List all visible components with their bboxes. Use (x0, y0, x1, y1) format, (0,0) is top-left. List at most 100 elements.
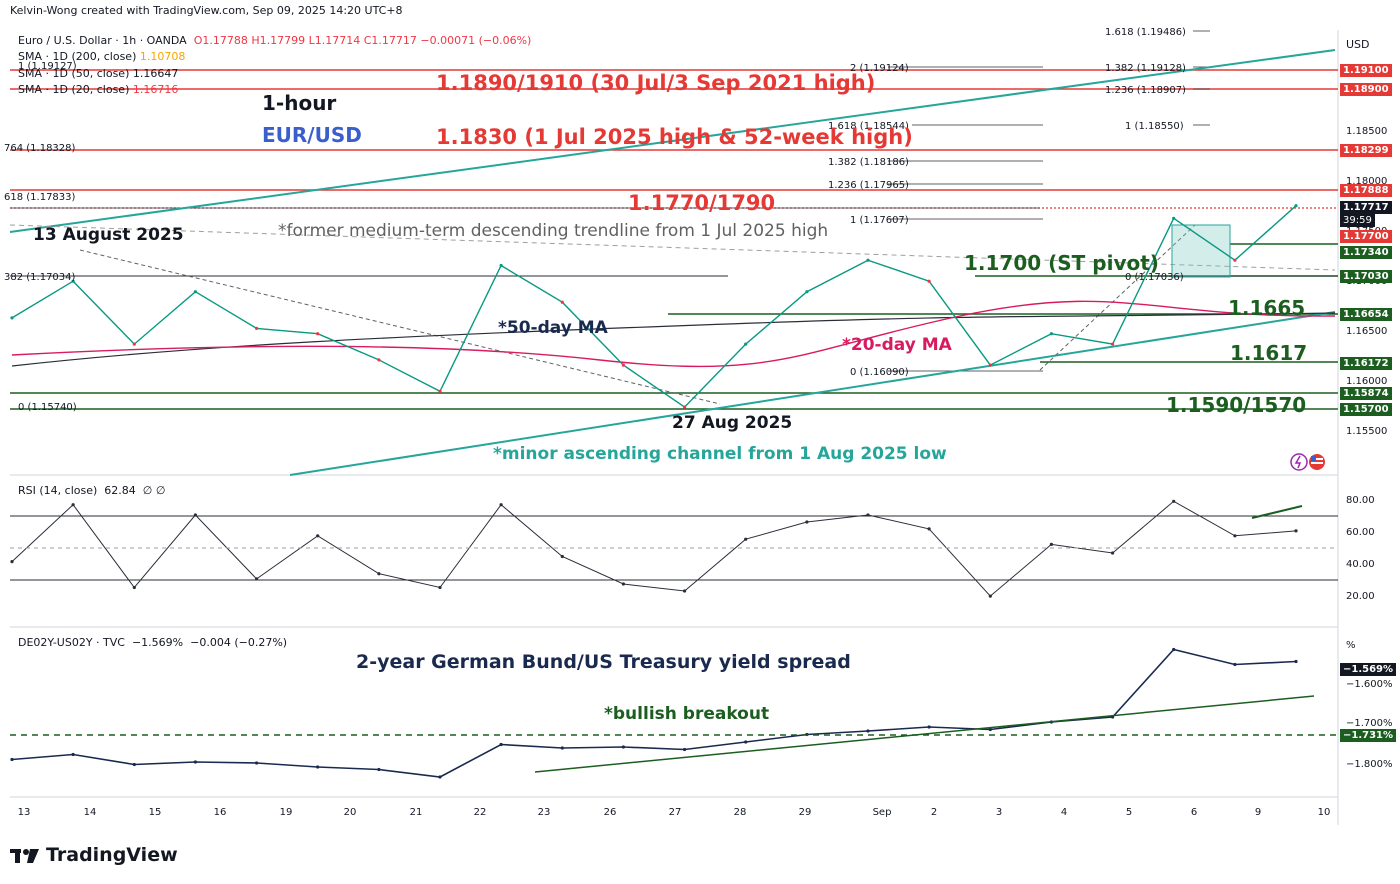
indicator-icons[interactable] (1290, 453, 1325, 471)
rsi-point (1294, 529, 1298, 533)
rsi-axis: 80.00 60.00 40.00 20.00 (1346, 495, 1375, 602)
sma20-value: 1.16716 (132, 83, 179, 96)
price-badge: 1.17717 (1340, 201, 1392, 214)
brand-name: TradingView (46, 844, 178, 866)
time-tick: 26 (604, 807, 617, 818)
price-point (1294, 204, 1298, 208)
rsi-tick: 40.00 (1346, 559, 1375, 570)
spread-point (1233, 662, 1237, 667)
rsi-point (316, 534, 320, 538)
ma50-note: *50-day MA (498, 318, 609, 338)
time-tick: 3 (996, 807, 1002, 818)
price-badge: 1.16172 (1340, 357, 1392, 370)
resistance-1770-label: 1.1770/1790 (628, 191, 775, 215)
minor-trend-dashed (79, 249, 721, 405)
time-tick: 28 (734, 807, 747, 818)
trendline-note: *former medium-term descending trendline… (278, 221, 828, 241)
rsi-trendline (1251, 505, 1303, 519)
rsi-label: RSI (14, close) (18, 484, 98, 497)
fib-label: 0 (1.15740) (18, 402, 77, 413)
price-point (438, 389, 442, 393)
fib-label: 1 (1.18550) (1125, 121, 1184, 132)
support-1590-label: 1.1590/1570 (1166, 393, 1306, 417)
spread-title: 2-year German Bund/US Treasury yield spr… (356, 651, 851, 673)
time-tick: 27 (669, 807, 682, 818)
spread-point (71, 752, 75, 757)
fib-lines (888, 30, 1338, 372)
spread-point (1294, 659, 1298, 664)
sma200-value: 1.10708 (139, 50, 186, 63)
spread-point (683, 747, 687, 752)
rsi-point (1111, 551, 1115, 555)
title-pair: EUR/USD (262, 123, 362, 147)
time-tick: 5 (1126, 807, 1132, 818)
tradingview-logo[interactable]: TradingView (10, 844, 178, 866)
fib-label: 1 (1.19127) (18, 61, 77, 72)
countdown-badge: 39:59 (1340, 214, 1375, 227)
scale-settings-icon[interactable] (1346, 788, 1382, 810)
rsi-point (71, 503, 75, 507)
currency-label: USD (1346, 38, 1370, 51)
spread-legend: DE02Y-US02Y · TVC −1.569% −0.004 (−0.27%… (18, 636, 287, 649)
spread-point (1172, 647, 1176, 652)
ma50-line (11, 312, 1336, 367)
rsi-tick: 20.00 (1346, 591, 1375, 602)
price-badge: 1.16654 (1340, 308, 1392, 321)
rsi-point (132, 585, 136, 590)
fib-label: 1.382 (1.18186) (828, 157, 909, 168)
time-tick: 20 (344, 807, 357, 818)
price-tick: 1.16500 (1346, 326, 1387, 337)
spread-point (438, 775, 442, 779)
time-tick: 9 (1255, 807, 1261, 818)
sma50-value: 1.16647 (132, 67, 179, 80)
ma20-note: *20-day MA (842, 335, 953, 355)
spread-point (193, 760, 197, 764)
fib-label: 764 (1.18328) (4, 143, 76, 154)
spread-point (132, 762, 136, 767)
rsi-legend: RSI (14, close) 62.84 ∅ ∅ (18, 484, 165, 497)
symbol-name: Euro / U.S. Dollar · 1h · OANDA (18, 34, 187, 47)
rsi-tick: 60.00 (1346, 527, 1375, 538)
bolt-icon[interactable] (1290, 453, 1308, 471)
ohlc-values: O1.17788 H1.17799 L1.17714 C1.17717 −0.0… (193, 34, 532, 47)
spread-point (988, 727, 992, 732)
spread-point (499, 742, 503, 747)
price-point (71, 279, 75, 283)
price-badge: 1.15700 (1340, 403, 1392, 416)
price-point (805, 290, 809, 294)
price-tick: 1.15500 (1346, 426, 1387, 437)
price-point (193, 290, 197, 294)
price-point (744, 342, 748, 346)
spread-tick: −1.800% (1346, 759, 1393, 770)
rsi-series-line (11, 500, 1297, 597)
fib-label: 0 (1.16090) (850, 367, 909, 378)
rsi-point (438, 585, 442, 590)
spread-point (255, 761, 259, 765)
price-badge: 1.15874 (1340, 387, 1392, 400)
spread-point (377, 767, 381, 772)
time-tick: 10 (1318, 807, 1331, 818)
descending-trendline (9, 224, 1336, 271)
resistance-1830-label: 1.1830 (1 Jul 2025 high & 52-week high) (436, 125, 913, 149)
spread-point (744, 740, 748, 744)
spread-series-line (11, 648, 1297, 778)
price-point (560, 300, 564, 304)
channel-note: *minor ascending channel from 1 Aug 2025… (493, 444, 947, 464)
price-tick: 1.18500 (1346, 126, 1387, 137)
pivot-label: 1.1700 (ST pivot) (964, 251, 1159, 275)
time-tick: 4 (1061, 807, 1067, 818)
price-tick: 1.18000 (1346, 176, 1387, 187)
spread-change: −0.004 (−0.27%) (190, 636, 288, 649)
date-27aug-label: 27 Aug 2025 (672, 413, 792, 433)
sma50-label: SMA · 1D (50, close) (18, 67, 130, 80)
price-badge: 1.17340 (1340, 246, 1392, 259)
time-tick: 16 (214, 807, 227, 818)
rsi-value: 62.84 (104, 484, 136, 497)
spread-point (621, 745, 626, 749)
fib-label: 2 (1.19124) (850, 63, 909, 74)
time-tick: 22 (474, 807, 487, 818)
support-1665-label: 1.1665 (1228, 296, 1305, 320)
breakout-note: *bullish breakout (604, 704, 769, 724)
time-tick: 23 (538, 807, 551, 818)
